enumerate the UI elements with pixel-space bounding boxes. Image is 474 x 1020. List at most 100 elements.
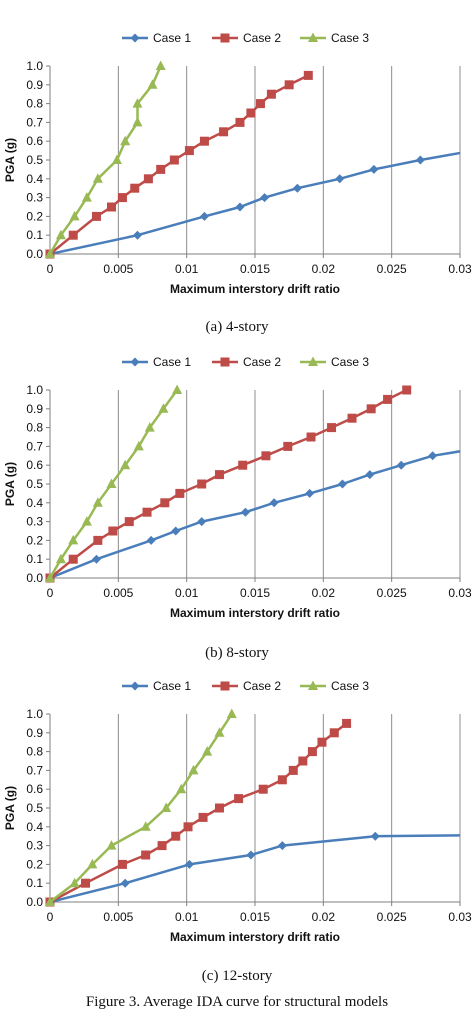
y-tick-label: 0.7 <box>26 439 43 453</box>
data-point <box>158 403 169 413</box>
chart-8-story: 0.0 0.1 0.2 0.3 0.4 0.5 0.6 0.7 0.8 0.9 1.0 0 0.005 0… <box>3 355 472 620</box>
data-point <box>45 572 55 582</box>
legend-label: Case 1 <box>153 355 191 369</box>
x-tick-label: 0.03 <box>448 910 472 924</box>
y-tick-label: 0.9 <box>26 78 43 92</box>
data-point <box>246 108 256 118</box>
data-point <box>342 718 352 728</box>
data-point <box>269 498 279 508</box>
legend-label: Case 2 <box>243 679 281 693</box>
y-tick-label: 0.8 <box>26 421 43 435</box>
data-point <box>81 878 91 888</box>
series-group <box>50 722 348 904</box>
data-point <box>68 534 79 545</box>
x-tick-label: 0.005 <box>103 586 133 600</box>
y-tick-label: 0.7 <box>26 115 43 129</box>
data-point <box>298 756 308 766</box>
y-tick-label: 0.0 <box>26 571 43 585</box>
series-group <box>50 74 309 255</box>
data-point <box>415 155 425 165</box>
data-point <box>68 230 78 240</box>
data-point <box>370 831 380 841</box>
data-point <box>171 831 181 841</box>
x-tick-label: 0.005 <box>103 910 133 924</box>
series-line <box>50 74 309 255</box>
x-tick-label: 0 <box>47 910 54 924</box>
y-tick-label: 0.3 <box>26 191 43 205</box>
data-point <box>68 554 78 564</box>
data-point <box>120 135 131 146</box>
x-tick-label: 0.015 <box>240 262 270 276</box>
data-point <box>106 840 117 850</box>
data-point <box>120 459 131 470</box>
data-point <box>428 451 438 461</box>
data-point <box>175 488 185 498</box>
data-point <box>132 230 142 240</box>
data-point <box>155 60 166 70</box>
data-point <box>45 896 55 906</box>
data-point <box>183 822 193 832</box>
cropped-text <box>8 0 12 8</box>
y-tick-label: 0.3 <box>26 839 43 853</box>
x-tick-label: 0.03 <box>448 262 472 276</box>
data-point <box>240 507 250 517</box>
data-point <box>199 136 209 146</box>
data-point <box>171 526 181 536</box>
legend-marker <box>308 356 318 366</box>
data-point <box>133 440 144 451</box>
y-tick-label: 0.0 <box>26 247 43 261</box>
legend-label: Case 1 <box>153 679 191 693</box>
figure-caption: Figure 3. Average IDA curve for structur… <box>85 994 389 1010</box>
data-point <box>69 210 80 221</box>
series-line <box>50 722 348 904</box>
data-point <box>329 728 339 738</box>
data-point <box>197 479 207 489</box>
y-tick-label: 0.1 <box>26 228 43 242</box>
data-point <box>402 385 412 395</box>
data-point <box>132 116 143 127</box>
y-tick-label: 0.4 <box>26 172 43 186</box>
y-tick-label: 1.0 <box>26 383 43 397</box>
y-tick-label: 0.5 <box>26 801 43 815</box>
y-tick-label: 0.7 <box>26 763 43 777</box>
legend-label: Case 2 <box>243 31 281 45</box>
data-point <box>199 211 209 221</box>
data-point <box>198 812 208 822</box>
y-tick-label: 1.0 <box>26 59 43 73</box>
data-point <box>184 859 194 869</box>
data-point <box>366 404 376 414</box>
x-tick-label: 0.015 <box>240 910 270 924</box>
data-point <box>288 765 298 775</box>
data-point <box>55 553 66 564</box>
y-axis-label: PGA (g) <box>3 462 17 506</box>
y-tick-label: 0.2 <box>26 209 43 223</box>
x-tick-label: 0 <box>47 262 54 276</box>
legend-label: Case 3 <box>331 679 369 693</box>
data-point <box>120 878 130 888</box>
x-tick-label: 0.015 <box>240 586 270 600</box>
y-tick-label: 0.9 <box>26 726 43 740</box>
series-group <box>50 450 460 580</box>
legend-marker <box>308 680 318 690</box>
data-point <box>117 193 127 203</box>
series-line <box>50 713 233 903</box>
data-point <box>202 746 213 756</box>
data-point <box>111 154 122 164</box>
data-point <box>146 535 156 545</box>
data-point <box>369 164 379 174</box>
panel-caption-12-story: (c) 12-story <box>201 968 273 984</box>
data-point <box>141 850 151 860</box>
data-point <box>246 850 256 860</box>
y-tick-label: 1.0 <box>26 707 43 721</box>
y-tick-label: 0.8 <box>26 97 43 111</box>
data-point <box>214 727 225 737</box>
y-tick-label: 0.8 <box>26 745 43 759</box>
data-point <box>337 479 347 489</box>
series-line <box>50 65 162 255</box>
data-point <box>238 460 248 470</box>
data-point <box>305 488 315 498</box>
data-point <box>219 127 229 137</box>
x-tick-label: 0 <box>47 586 54 600</box>
y-tick-label: 0.5 <box>26 477 43 491</box>
data-point <box>303 70 313 80</box>
